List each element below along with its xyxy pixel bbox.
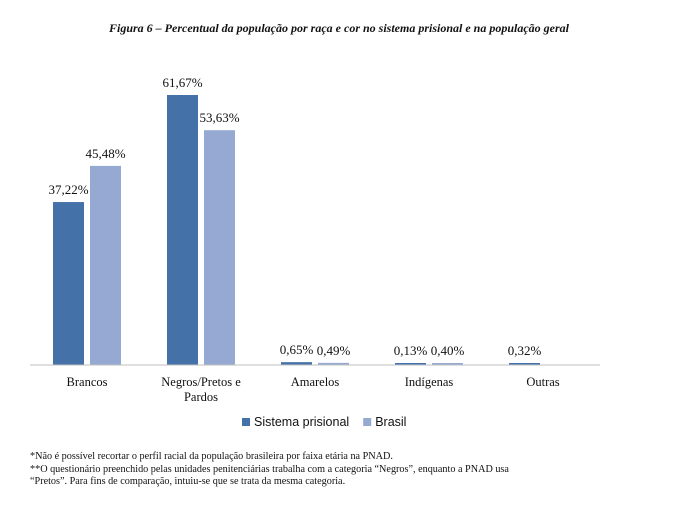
bar-brasil-0	[90, 165, 121, 365]
bar-sistema-0	[53, 202, 84, 365]
category-label: Amarelos	[291, 375, 340, 389]
data-label: 37,22%	[48, 182, 88, 197]
footnote-3: “Pretos”. Para fins de comparação, intui…	[30, 476, 346, 488]
data-label: 0,13%	[394, 343, 428, 358]
bar-sistema-4	[509, 363, 540, 365]
data-label: 0,65%	[280, 342, 314, 357]
data-label: 0,40%	[431, 343, 465, 358]
data-label: 53,63%	[199, 110, 239, 125]
data-label: 61,67%	[162, 75, 202, 90]
category-label: Negros/Pretos e	[161, 375, 241, 389]
footnote-1: *Não é possível recortar o perfil racial…	[30, 451, 393, 462]
category-label: Outras	[526, 375, 559, 389]
bar-sistema-1	[167, 95, 198, 365]
category-label: Pardos	[184, 390, 218, 404]
legend-label: Brasil	[375, 415, 406, 429]
data-label: 0,32%	[508, 343, 542, 358]
bar-sistema-3	[395, 363, 426, 365]
data-label: 45,48%	[85, 146, 125, 161]
data-label: 0,49%	[317, 343, 351, 358]
bar-chart: 37,22%45,48%61,67%53,63%0,65% 0,49% 0,13% 0…	[30, 75, 600, 429]
category-label: Brancos	[67, 375, 108, 389]
chart-title: Figura 6 – Percentual da população por r…	[108, 21, 570, 35]
bar-brasil-3	[432, 363, 463, 365]
legend-swatch	[363, 418, 372, 426]
bar-brasil-2	[318, 362, 349, 365]
legend-swatch	[242, 418, 250, 426]
footnote-2: **O questionário preenchido pelas unidad…	[30, 463, 509, 475]
bar-sistema-2	[281, 362, 312, 365]
legend-label: Sistema prisional	[254, 415, 349, 429]
footnotes: *Não é possível recortar o perfil racial…	[30, 451, 650, 489]
category-label: Indígenas	[405, 375, 454, 389]
bar-brasil-1	[204, 130, 235, 365]
